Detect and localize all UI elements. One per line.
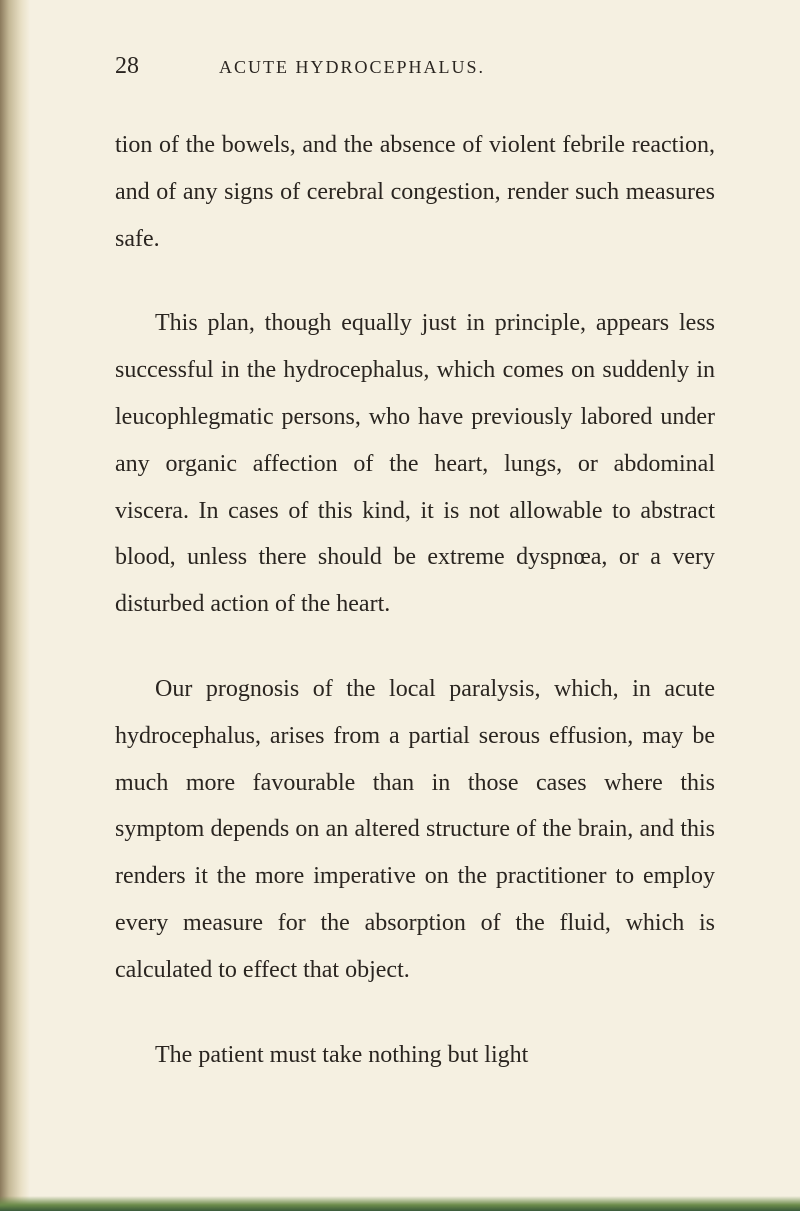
page-content: 28 ACUTE HYDROCEPHALUS. tion of the bowe… [0, 0, 800, 1211]
paragraph-3: Our prognosis of the local paralysis, wh… [115, 666, 715, 994]
page-header: 28 ACUTE HYDROCEPHALUS. [115, 53, 715, 80]
paragraph-2: This plan, though equally just in princi… [115, 300, 715, 628]
page-number: 28 [115, 53, 139, 80]
paragraph-1: tion of the bowels, and the absence of v… [115, 122, 715, 262]
paragraph-4: The patient must take nothing but light [115, 1032, 715, 1079]
running-title: ACUTE HYDROCEPHALUS. [219, 57, 485, 78]
